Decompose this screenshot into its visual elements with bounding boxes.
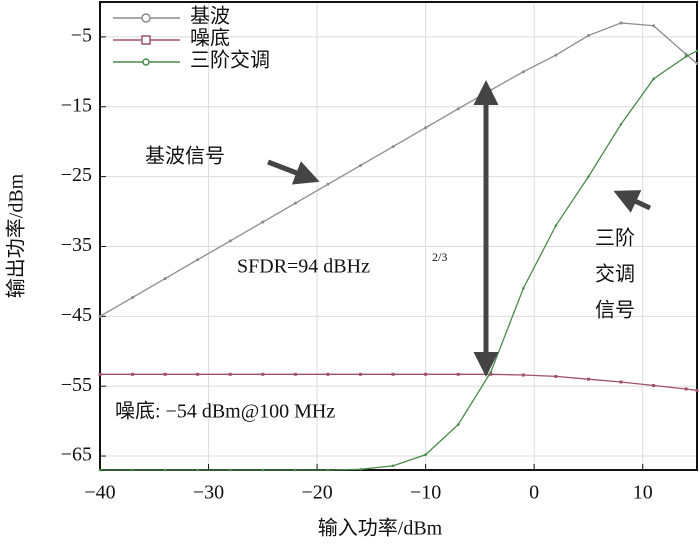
annotation: 交调: [595, 263, 635, 286]
point: [554, 224, 558, 227]
y-tick-label: −25: [61, 164, 92, 186]
point: [163, 372, 167, 376]
series-line: [99, 22, 698, 317]
legend-label: 三阶交调: [190, 49, 270, 72]
point: [695, 49, 699, 53]
point: [131, 295, 135, 299]
point: [424, 126, 428, 130]
annotation: 三阶: [595, 227, 635, 250]
x-tick-label: −30: [193, 482, 224, 504]
legend-marker: [142, 58, 150, 66]
y-tick-label: −45: [61, 304, 92, 326]
legend-label: 噪底: [190, 27, 230, 50]
point: [424, 372, 428, 376]
x-tick-label: −40: [84, 482, 115, 504]
point: [163, 468, 167, 472]
point: [359, 468, 362, 471]
arrow: [267, 159, 320, 185]
x-tick-label: −20: [301, 482, 332, 504]
point: [359, 163, 363, 167]
point: [196, 468, 199, 472]
point: [456, 372, 460, 376]
point: [131, 372, 135, 376]
point: [456, 423, 460, 426]
point: [228, 239, 232, 243]
point: [652, 383, 656, 387]
point: [261, 220, 265, 224]
point: [228, 468, 232, 472]
point: [293, 372, 297, 376]
point: [684, 52, 688, 56]
point: [261, 468, 265, 472]
point: [489, 88, 493, 92]
point: [522, 287, 525, 290]
point: [695, 61, 699, 65]
point: [359, 372, 363, 376]
x-tick-label: 0: [529, 482, 539, 504]
point: [391, 145, 395, 149]
x-axis-label: 输入功率/dBm: [318, 517, 443, 540]
point: [196, 258, 200, 262]
y-tick-label: −15: [61, 94, 92, 116]
point: [228, 372, 232, 376]
annotation: SFDR=94 dBHz: [237, 256, 370, 278]
point: [293, 201, 297, 205]
point: [326, 182, 330, 186]
y-axis-label: 输出功率/dBm: [5, 173, 28, 298]
point: [456, 107, 460, 111]
point: [98, 314, 102, 318]
point: [326, 468, 330, 472]
point: [521, 373, 525, 377]
legend-marker: [141, 35, 151, 45]
annotation: 信号: [595, 299, 635, 322]
point: [391, 464, 395, 468]
point: [619, 21, 623, 25]
point: [131, 468, 134, 472]
arrow: [613, 190, 652, 213]
annotation-superscript: 2/3: [432, 250, 447, 264]
point: [163, 277, 167, 281]
point: [619, 122, 623, 126]
point: [326, 372, 330, 376]
point: [586, 377, 590, 381]
point: [587, 175, 590, 178]
series-line: [100, 50, 698, 471]
point: [684, 387, 688, 391]
annotation: 噪底: −54 dBm@100 MHz: [115, 400, 335, 423]
point: [652, 77, 655, 81]
x-tick-label: 10: [633, 482, 653, 504]
point: [554, 374, 558, 378]
series-line: [100, 373, 698, 392]
legend-label: 基波: [190, 5, 230, 28]
point: [489, 370, 493, 374]
y-tick-label: −35: [61, 234, 92, 256]
plot-frame: [99, 1, 698, 471]
annotation: 基波信号: [145, 145, 225, 168]
point: [652, 24, 656, 28]
point: [261, 372, 265, 376]
point: [98, 372, 102, 376]
point: [391, 372, 395, 376]
point: [586, 34, 590, 38]
legend-marker: [141, 13, 151, 23]
point: [196, 372, 200, 376]
y-tick-label: −65: [61, 444, 92, 466]
y-tick-label: −5: [71, 25, 92, 47]
point: [294, 468, 297, 472]
point: [684, 55, 688, 58]
point: [619, 380, 623, 384]
x-tick-label: −10: [410, 482, 441, 504]
point: [98, 468, 102, 472]
point: [521, 70, 525, 74]
point: [424, 453, 427, 456]
point: [554, 53, 558, 57]
y-tick-label: −55: [61, 374, 92, 396]
point: [695, 388, 699, 392]
